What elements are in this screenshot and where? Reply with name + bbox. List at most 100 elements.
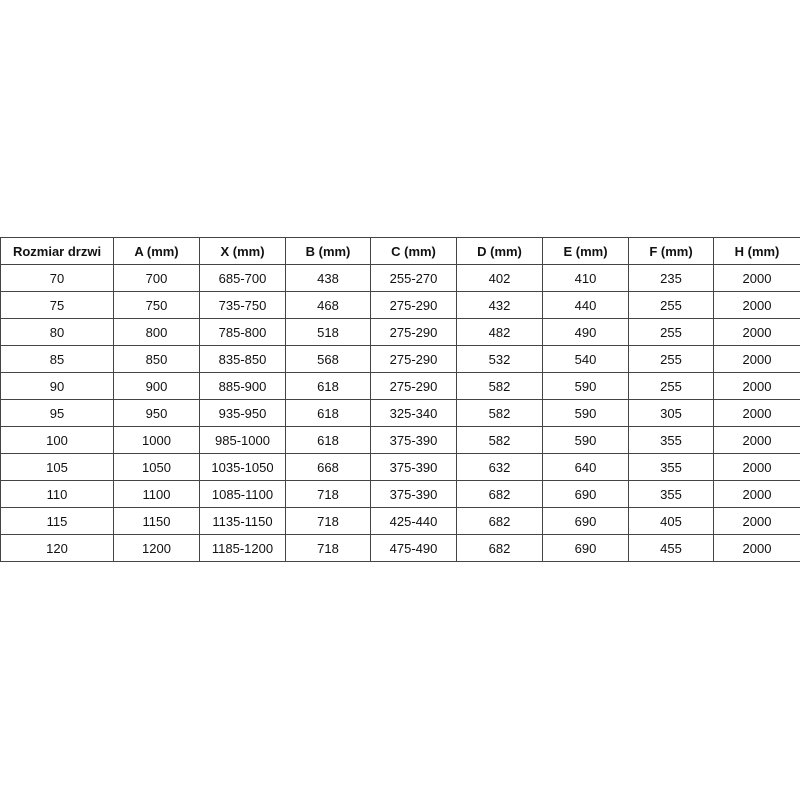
table-cell: 718 [285,534,371,562]
table-cell: 410 [542,264,629,292]
table-cell: 325-340 [370,399,457,427]
table-cell: 255 [628,291,714,319]
table-cell: 1085-1100 [199,480,286,508]
table-cell: 850 [113,345,200,373]
table-cell: 582 [456,372,543,400]
table-row: 115 1150 1135-1150 718 425-440 682 690 405 2000 [0,507,800,535]
table-cell: 255 [628,345,714,373]
column-header: C (mm) [370,237,457,265]
table-cell: 2000 [713,453,800,481]
column-header: Rozmiar drzwi [0,237,114,265]
column-header: B (mm) [285,237,371,265]
table-cell: 455 [628,534,714,562]
table-cell: 1135-1150 [199,507,286,535]
table-cell: 490 [542,318,629,346]
table-row: 105 1050 1035-1050 668 375-390 632 640 355 2000 [0,453,800,481]
table-cell: 568 [285,345,371,373]
table-cell: 690 [542,534,629,562]
table-cell: 100 [0,426,114,454]
table-row: 85 850 835-850 568 275-290 532 540 255 2000 [0,345,800,373]
table-cell: 255 [628,318,714,346]
table-cell: 275-290 [370,345,457,373]
table-cell: 618 [285,372,371,400]
table-cell: 95 [0,399,114,427]
table-cell: 885-900 [199,372,286,400]
table-cell: 2000 [713,264,800,292]
table-cell: 70 [0,264,114,292]
table-cell: 1150 [113,507,200,535]
table-cell: 80 [0,318,114,346]
table-cell: 120 [0,534,114,562]
table-cell: 90 [0,372,114,400]
table-cell: 2000 [713,426,800,454]
table-cell: 985-1000 [199,426,286,454]
table-cell: 1200 [113,534,200,562]
table-cell: 2000 [713,507,800,535]
table-cell: 668 [285,453,371,481]
column-header: X (mm) [199,237,286,265]
table-cell: 375-390 [370,426,457,454]
table-cell: 590 [542,372,629,400]
table-cell: 275-290 [370,318,457,346]
table-cell: 640 [542,453,629,481]
table-cell: 750 [113,291,200,319]
table-cell: 900 [113,372,200,400]
table-cell: 438 [285,264,371,292]
table-cell: 785-800 [199,318,286,346]
table-cell: 532 [456,345,543,373]
table-cell: 800 [113,318,200,346]
table-cell: 2000 [713,534,800,562]
table-cell: 1035-1050 [199,453,286,481]
table-cell: 835-850 [199,345,286,373]
table-row: 100 1000 985-1000 618 375-390 582 590 355 2000 [0,426,800,454]
table-row: 90 900 885-900 618 275-290 582 590 255 2000 [0,372,800,400]
table-row: 75 750 735-750 468 275-290 432 440 255 2000 [0,291,800,319]
table-cell: 2000 [713,372,800,400]
table-cell: 355 [628,426,714,454]
table-cell: 85 [0,345,114,373]
table-cell: 1185-1200 [199,534,286,562]
table-cell: 735-750 [199,291,286,319]
table-cell: 690 [542,480,629,508]
table-row: 120 1200 1185-1200 718 475-490 682 690 455 2000 [0,534,800,562]
table-cell: 275-290 [370,291,457,319]
table-cell: 235 [628,264,714,292]
table-cell: 75 [0,291,114,319]
table-cell: 2000 [713,345,800,373]
table-row: 110 1100 1085-1100 718 375-390 682 690 355 2000 [0,480,800,508]
table-cell: 255-270 [370,264,457,292]
table-cell: 115 [0,507,114,535]
table-cell: 2000 [713,318,800,346]
table-cell: 105 [0,453,114,481]
column-header: H (mm) [713,237,800,265]
table-cell: 718 [285,507,371,535]
table-cell: 1000 [113,426,200,454]
table-cell: 718 [285,480,371,508]
table-cell: 355 [628,480,714,508]
table-cell: 2000 [713,399,800,427]
table-cell: 440 [542,291,629,319]
table-cell: 482 [456,318,543,346]
table-cell: 682 [456,480,543,508]
table-cell: 950 [113,399,200,427]
table-cell: 432 [456,291,543,319]
table-cell: 618 [285,426,371,454]
table-cell: 405 [628,507,714,535]
table-cell: 355 [628,453,714,481]
table-cell: 582 [456,399,543,427]
table-cell: 540 [542,345,629,373]
table-cell: 375-390 [370,480,457,508]
table-row: 95 950 935-950 618 325-340 582 590 305 2000 [0,399,800,427]
column-header: E (mm) [542,237,629,265]
column-header: D (mm) [456,237,543,265]
table-cell: 682 [456,534,543,562]
table-cell: 590 [542,399,629,427]
table-row: 70 700 685-700 438 255-270 402 410 235 2000 [0,264,800,292]
table-cell: 518 [285,318,371,346]
table-cell: 682 [456,507,543,535]
table-cell: 2000 [713,291,800,319]
table-cell: 402 [456,264,543,292]
table-cell: 1100 [113,480,200,508]
table-cell: 2000 [713,480,800,508]
dimensions-table: Rozmiar drzwi A (mm) X (mm) B (mm) C (mm) D (… [0,237,800,562]
